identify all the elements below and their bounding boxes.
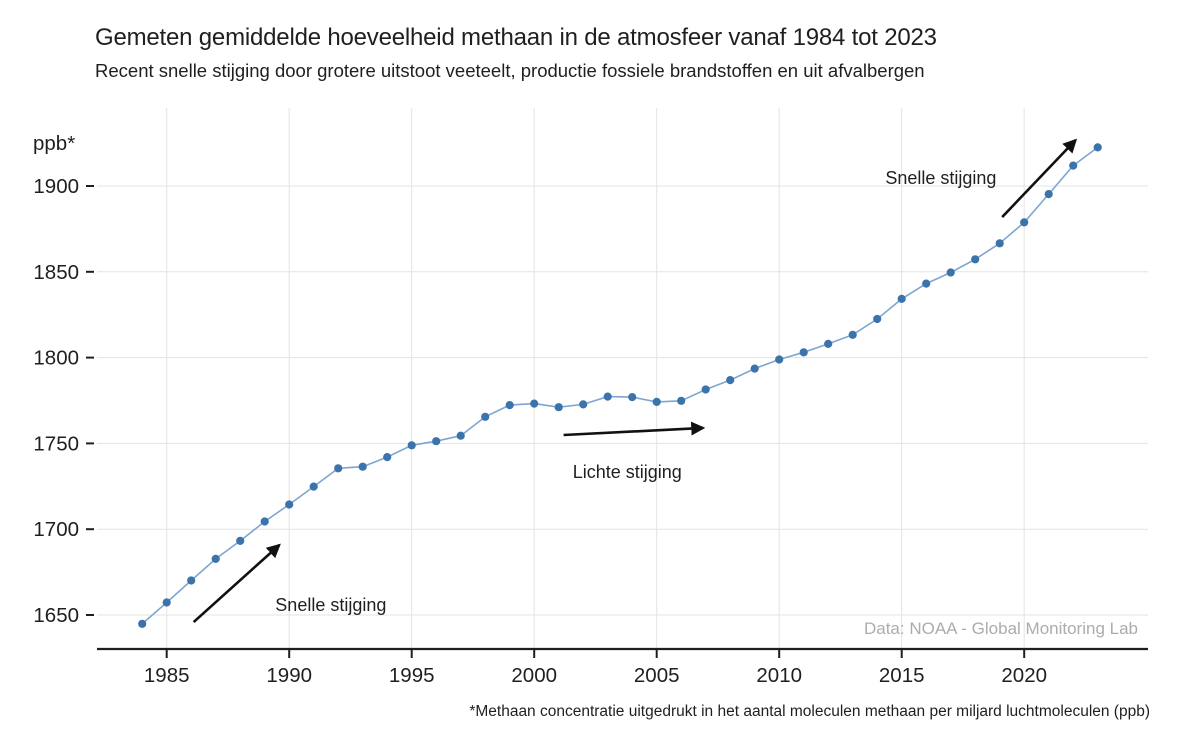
data-point <box>432 437 441 446</box>
data-point <box>481 412 490 421</box>
data-point <box>211 554 220 564</box>
data-point <box>554 403 563 412</box>
data-point <box>285 500 294 509</box>
data-point <box>750 364 759 373</box>
x-tick-label: 1990 <box>266 664 312 687</box>
annotation-arrow <box>563 421 706 437</box>
annotation-label: Lichte stijging <box>573 462 682 482</box>
data-point <box>873 314 882 324</box>
y-tick-label: 1700 <box>33 518 79 541</box>
x-tick-label: 2020 <box>1001 664 1047 687</box>
y-tick-label: 1750 <box>33 432 79 455</box>
annotation-arrow <box>1001 138 1078 218</box>
data-point <box>603 392 612 401</box>
annotation-arrow <box>192 543 281 624</box>
annotation-label: Snelle stijging <box>275 595 386 615</box>
data-point <box>456 431 465 440</box>
x-tick-label: 2010 <box>756 664 802 687</box>
y-tick-label: 1650 <box>33 604 79 627</box>
y-tick-label: 1800 <box>33 347 79 370</box>
x-tick-label: 2005 <box>634 664 680 687</box>
footnote: *Methaan concentratie uitgedrukt in het … <box>469 703 1150 720</box>
data-line <box>141 146 1099 625</box>
data-point <box>995 239 1004 248</box>
data-point <box>726 376 735 385</box>
x-tick-label: 2015 <box>879 664 925 687</box>
data-point <box>652 397 661 406</box>
y-tick-label: 1900 <box>33 175 79 198</box>
data-point <box>260 517 269 526</box>
data-point <box>799 348 808 357</box>
data-point <box>946 268 955 277</box>
y-axis-unit-label: ppb* <box>33 132 75 155</box>
data-point <box>971 255 980 264</box>
data-point <box>848 330 857 339</box>
data-point <box>383 453 392 462</box>
data-point <box>922 279 931 288</box>
data-point <box>334 464 343 473</box>
data-point <box>775 355 784 364</box>
data-point <box>162 598 171 607</box>
x-tick-label: 1985 <box>144 664 190 687</box>
x-tick-label: 1995 <box>389 664 435 687</box>
data-point <box>236 536 245 546</box>
data-point <box>628 393 637 402</box>
data-point <box>824 339 833 348</box>
data-point <box>309 482 318 491</box>
data-point <box>677 396 686 405</box>
data-point <box>1020 218 1029 227</box>
data-point <box>358 462 367 471</box>
data-point <box>138 619 147 628</box>
data-source-label: Data: NOAA - Global Monitoring Lab <box>863 619 1138 638</box>
annotation-label: Snelle stijging <box>885 168 996 188</box>
data-point <box>579 400 588 409</box>
data-point <box>1044 190 1053 199</box>
y-tick-label: 1850 <box>33 261 79 284</box>
data-point <box>1069 161 1078 170</box>
data-point <box>701 385 710 394</box>
data-point <box>897 294 906 303</box>
x-tick-label: 2000 <box>511 664 557 687</box>
data-point <box>505 401 514 410</box>
chart-title: Gemeten gemiddelde hoeveelheid methaan i… <box>95 24 937 51</box>
data-point <box>407 441 416 450</box>
data-point <box>530 399 539 408</box>
data-point <box>187 576 196 585</box>
chart-subtitle: Recent snelle stijging door grotere uits… <box>95 60 925 81</box>
data-point <box>1093 143 1102 152</box>
